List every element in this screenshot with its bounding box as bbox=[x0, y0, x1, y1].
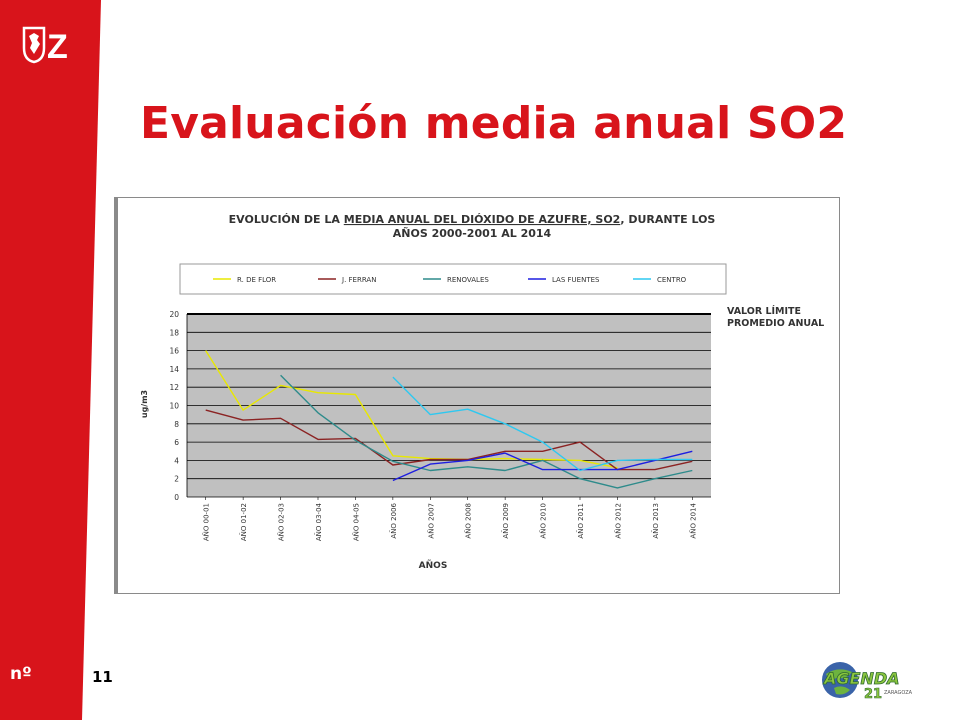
y-tick-label: 4 bbox=[174, 456, 179, 465]
limit-label-line2: PROMEDIO ANUAL bbox=[727, 318, 824, 329]
page-number: 11 bbox=[92, 668, 113, 686]
so2-chart: EVOLUCIÓN DE LA MEDIA ANUAL DEL DIÓXIDO … bbox=[140, 213, 824, 571]
y-tick-label: 20 bbox=[169, 310, 179, 319]
y-tick-label: 8 bbox=[174, 420, 179, 429]
x-tick-label: AÑO 2009 bbox=[501, 503, 510, 539]
x-tick-label: AÑO 2008 bbox=[464, 503, 473, 539]
chart-title-post: , DURANTE LOS bbox=[620, 213, 715, 226]
y-tick-label: 6 bbox=[174, 438, 179, 447]
zaragoza-lion-logo-icon: Z bbox=[22, 26, 68, 64]
x-tick-label: AÑO 04-05 bbox=[351, 503, 360, 541]
red-sidebar bbox=[0, 0, 101, 720]
chart-title-pre: EVOLUCIÓN DE LA bbox=[229, 213, 344, 226]
series-line-las-fuentes bbox=[392, 450, 693, 482]
series-line-renovales bbox=[280, 374, 693, 489]
series-line-r-de-flor bbox=[205, 350, 618, 469]
limit-label-line1: VALOR LÍMITE bbox=[727, 305, 801, 317]
legend-label: LAS FUENTES bbox=[552, 276, 600, 284]
y-tick-label: 16 bbox=[169, 347, 179, 356]
agenda-logo-number: 21 bbox=[864, 687, 882, 702]
x-tick-label: AÑO 2007 bbox=[426, 503, 435, 539]
y-tick-label: 2 bbox=[174, 475, 179, 484]
x-tick-label: AÑO 00-01 bbox=[202, 503, 211, 541]
agenda-logo-city: ZARAGOZA bbox=[884, 690, 913, 696]
x-tick-label: AÑO 2014 bbox=[688, 502, 697, 538]
chart-frame: EVOLUCIÓN DE LA MEDIA ANUAL DEL DIÓXIDO … bbox=[114, 197, 840, 594]
x-axis-label: AÑOS bbox=[419, 560, 448, 571]
y-tick-label: 18 bbox=[169, 328, 179, 337]
chart-title-underlined: MEDIA ANUAL DEL DIÓXIDO DE AZUFRE, SO2 bbox=[344, 213, 621, 226]
legend-label: J. FERRAN bbox=[341, 276, 376, 284]
x-tick-label: AÑO 02-03 bbox=[277, 503, 286, 541]
legend-label: R. DE FLOR bbox=[237, 276, 276, 284]
brand-logo-text: Z bbox=[47, 28, 68, 64]
plot-area: 0 2 4 6 8 10 12 14 16 18 20 AÑO 00-01 AÑO 01-02 AÑO 0… bbox=[169, 310, 711, 541]
legend-label: RENOVALES bbox=[447, 276, 489, 284]
series-line-centro bbox=[392, 376, 693, 472]
page-title: Evaluación media anual SO2 bbox=[140, 98, 848, 149]
y-tick-label: 10 bbox=[169, 402, 179, 411]
agenda-logo-word: AGENDA bbox=[822, 669, 900, 688]
x-tick-label: AÑO 01-02 bbox=[239, 503, 248, 541]
y-axis-label: ug/m3 bbox=[140, 390, 149, 418]
agenda21-logo-icon: AGENDA 21 ZARAGOZA bbox=[822, 662, 913, 702]
chart-legend: R. DE FLOR J. FERRAN RENOVALES LAS FUENTES C… bbox=[179, 263, 727, 295]
y-tick-label: 0 bbox=[174, 493, 179, 502]
x-tick-label: AÑO 2012 bbox=[613, 503, 622, 539]
x-tick-label: AÑO 03-04 bbox=[314, 502, 323, 541]
series-line-j-ferran bbox=[205, 409, 693, 471]
y-tick-label: 12 bbox=[169, 383, 179, 392]
chart-title-line1: EVOLUCIÓN DE LA MEDIA ANUAL DEL DIÓXIDO … bbox=[229, 213, 716, 226]
legend-label: CENTRO bbox=[657, 276, 687, 284]
x-tick-label: AÑO 2006 bbox=[389, 502, 398, 538]
x-tick-label: AÑO 2010 bbox=[539, 503, 548, 539]
slide-number-label: nº bbox=[10, 664, 32, 684]
y-tick-label: 14 bbox=[169, 365, 179, 374]
x-tick-label: AÑO 2011 bbox=[576, 503, 585, 539]
chart-title-line2: AÑOS 2000-2001 AL 2014 bbox=[393, 227, 552, 240]
x-tick-label: AÑO 2013 bbox=[651, 503, 660, 539]
